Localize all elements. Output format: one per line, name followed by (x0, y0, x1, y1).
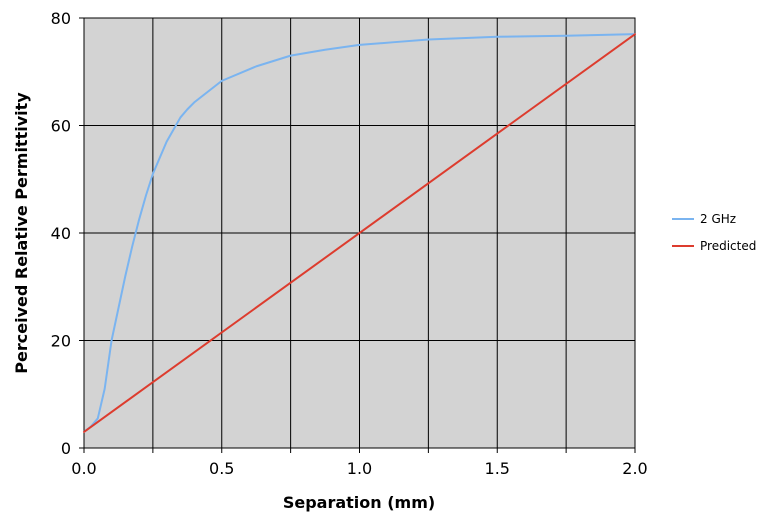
x-tick-label: 1.0 (347, 459, 372, 478)
y-axis-title: Perceived Relative Permittivity (12, 92, 31, 374)
x-tick-label: 0.5 (209, 459, 234, 478)
y-tick-label: 80 (51, 9, 71, 28)
x-tick-label: 0.0 (71, 459, 96, 478)
y-tick-label: 40 (51, 224, 71, 243)
legend-label-2-ghz: 2 GHz (700, 212, 736, 226)
x-axis-title: Separation (mm) (283, 493, 435, 512)
series-line-2-ghz (83, 33, 636, 433)
legend: 2 GHz Predicted (672, 212, 756, 253)
y-tick-label: 60 (51, 117, 71, 136)
y-tick-label: 0 (61, 439, 71, 458)
series-lines (83, 33, 636, 433)
x-tick-label: 1.5 (485, 459, 510, 478)
series-line-predicted (83, 33, 636, 433)
x-tick-label: 2.0 (622, 459, 647, 478)
legend-label-predicted: Predicted (700, 239, 756, 253)
grid-lines (84, 18, 635, 448)
y-tick-label: 20 (51, 332, 71, 351)
axis-ticks: 0.0 0.5 1.0 1.5 2.0 0 20 40 60 80 (51, 9, 648, 478)
